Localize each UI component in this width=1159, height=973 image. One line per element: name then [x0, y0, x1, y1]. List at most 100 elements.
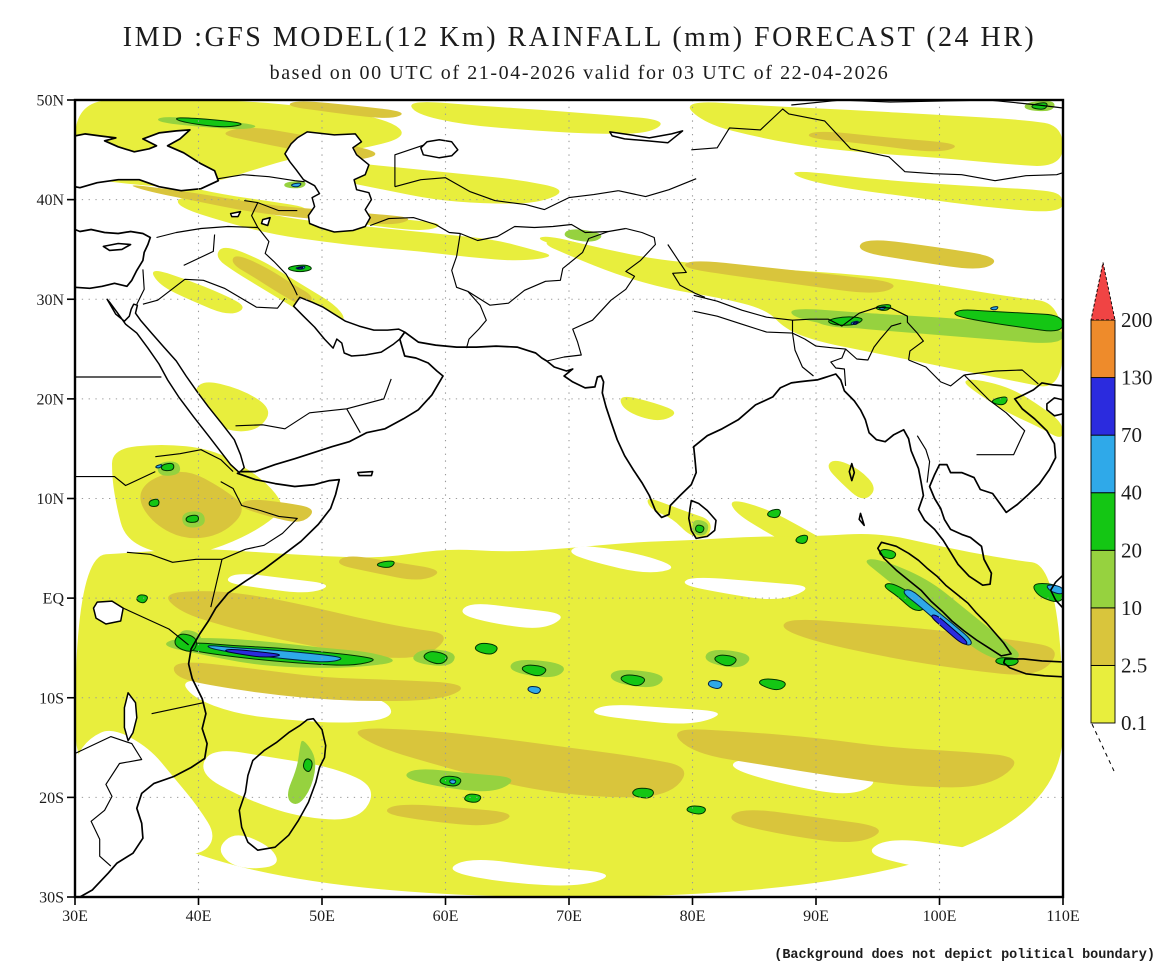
rain-area-w	[452, 860, 607, 886]
legend-label-130: 130	[1121, 366, 1153, 390]
lat-label-30N: 30N	[36, 292, 64, 309]
background-note: (Background does not depict political bo…	[774, 948, 1155, 963]
rain-area-m	[289, 101, 402, 118]
country-border-12	[156, 225, 258, 239]
rain-area-w	[462, 604, 561, 628]
legend-swatch-40	[1090, 434, 1116, 494]
rain-area-m	[168, 591, 444, 658]
madagascar	[238, 717, 327, 851]
country-border-39	[963, 374, 1026, 456]
country-border-25	[394, 144, 425, 187]
rain-area-g4	[620, 674, 646, 687]
country-border-24	[394, 177, 619, 211]
country-border-3	[210, 559, 223, 608]
rain-area-g4	[376, 560, 395, 568]
legend-tail-line	[1091, 723, 1115, 772]
rain-area-m	[173, 662, 461, 702]
rain-area-y	[152, 270, 243, 314]
rain-area-m	[808, 131, 955, 152]
rain-area-g4	[148, 498, 160, 508]
legend-label-20: 20	[1121, 538, 1142, 562]
country-border-32	[693, 310, 794, 334]
black-sea-fill	[75, 129, 219, 191]
rain-area-g4	[136, 594, 148, 604]
rain-area-g4	[185, 514, 200, 523]
country-border-20	[451, 233, 468, 292]
country-border-14	[235, 378, 392, 430]
rain-area-g4	[714, 654, 737, 667]
lon-label-80E: 80E	[680, 908, 706, 925]
coastlines-layer	[75, 228, 1063, 897]
lat-label-10S: 10S	[39, 690, 64, 707]
rain-area-w	[732, 760, 874, 794]
country-border-37	[916, 435, 931, 483]
country-border-21	[465, 290, 487, 349]
rain-area-g5	[155, 464, 163, 469]
country-border-2	[220, 481, 298, 560]
lat-label-20S: 20S	[39, 790, 64, 807]
rain-area-g4	[795, 534, 809, 544]
rain-area-g4	[176, 117, 242, 128]
lon-label-110E: 110E	[1046, 908, 1079, 925]
legend-swatch-20	[1090, 492, 1116, 551]
java	[1002, 658, 1063, 678]
country-border-19	[369, 217, 461, 235]
lake-urmia	[260, 216, 271, 227]
rain-area-m	[241, 499, 312, 522]
country-border-22	[467, 227, 626, 306]
legend-label-0.1: 0.1	[1121, 711, 1147, 735]
rain-area-g5	[527, 686, 541, 695]
arabian-sea-coast	[239, 331, 444, 473]
country-border-10	[136, 269, 145, 305]
country-borders-layer	[75, 100, 1063, 867]
rain-area-w	[185, 680, 392, 723]
rain-area-w	[871, 840, 1015, 874]
rain-area-y	[326, 161, 560, 204]
aral-sea	[420, 139, 459, 159]
rain-area-g4	[474, 642, 498, 655]
rain-area-g4	[423, 651, 448, 665]
country-border-29	[546, 227, 656, 362]
country-border-30	[667, 244, 706, 298]
legend-label-70: 70	[1121, 423, 1142, 447]
rain-area-g4	[302, 758, 313, 772]
country-border-16	[218, 174, 305, 183]
rain-area-g5	[990, 306, 999, 311]
rain-area-g4	[767, 508, 781, 519]
lon-label-50E: 50E	[309, 908, 335, 925]
page-title: IMD :GFS MODEL(12 Km) RAINFALL (mm) FORE…	[122, 22, 1037, 53]
rain-area-m	[685, 261, 894, 293]
legend-swatch-0.1	[1090, 664, 1116, 724]
country-border-17	[257, 202, 298, 212]
rain-area-g4	[521, 664, 547, 677]
lat-label-10N: 10N	[36, 491, 64, 508]
lake-van	[229, 210, 242, 218]
rain-area-g6	[852, 321, 858, 325]
country-border-26	[618, 178, 697, 198]
rain-area-w	[571, 546, 672, 573]
lon-label-100E: 100E	[923, 908, 957, 925]
rain-area-w	[76, 730, 213, 854]
sumatra	[877, 541, 1012, 657]
rain-area-g3	[288, 740, 316, 805]
rain-area-y	[794, 171, 1063, 212]
seas-lakes-layer	[75, 129, 684, 742]
rain-area-g4	[464, 793, 482, 803]
india-seasia-coast	[546, 360, 1063, 587]
makran-coast	[404, 331, 548, 362]
country-border-40	[964, 369, 1039, 385]
rain-area-y	[689, 102, 1063, 166]
map-frame	[67, 98, 1065, 905]
rain-area-g4	[954, 309, 1063, 332]
country-border-11	[183, 234, 216, 266]
rain-area-w	[775, 341, 842, 376]
graticule-layer	[75, 100, 1063, 897]
rain-area-w	[203, 751, 372, 820]
country-border-7	[75, 471, 156, 487]
mediterranean-levant	[75, 228, 152, 290]
lat-label-40N: 40N	[36, 192, 64, 209]
rain-area-g3	[866, 559, 1019, 661]
lake-malawi	[123, 692, 138, 742]
